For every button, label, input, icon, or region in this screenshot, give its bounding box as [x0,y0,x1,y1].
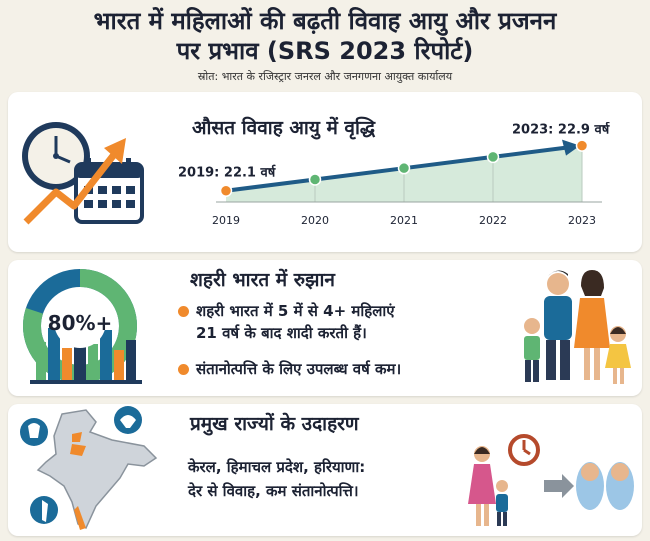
late-marriage-illustration [468,434,634,526]
clock-icon [22,122,90,190]
title-line-1: भारत में महिलाओं की बढ़ती विवाह आयु और प… [93,7,557,35]
chart-x-tick-label: 2021 [390,214,418,227]
chart-x-tick-label: 2022 [479,214,507,227]
urban-bullet-2: संतानोत्पत्ति के लिए उपलब्ध वर्ष कम। [178,358,401,380]
donut-percent-label: 80%+ [48,311,113,335]
marriage-age-chart: 2019 2020 2021 2022 2023 2019: 22.1 वर्ष 202… [178,122,610,227]
newborn-babies-icon [576,462,634,510]
chart-x-tick-label: 2019 [212,214,240,227]
bullet-1-line-2: 21 वर्ष के बाद शादी करती हैं। [196,324,367,342]
end-value-label: 2023: 22.9 वर्ष [512,122,610,138]
india-map-icon [20,406,158,530]
marriage-age-panel: औसत विवाह आयु में वृद्धि 2019 2020 2021 202… [8,92,642,252]
urban-bullet-1: शहरी भारत में 5 में से 4+ महिलाएं 21 वर्… [178,300,395,344]
chart-point [308,173,322,186]
states-heading: प्रमुख राज्यों के उदाहरण [190,413,359,435]
clock-calendar-icon [22,122,144,225]
arrow-right-icon [544,474,574,498]
bullet-2-text: संतानोत्पत्ति के लिए उपलब्ध वर्ष कम। [196,360,402,378]
chart-point [575,139,589,152]
page-title: भारत में महिलाओं की बढ़ती विवाह आयु और प… [0,6,650,66]
urban-donut: 80%+ [23,269,142,384]
rising-arrow-icon [23,138,126,225]
chart-point [486,150,500,164]
states-names: केरल, हिमाचल प्रदेश, हरियाणा: [188,458,366,476]
bullet-dot [178,364,189,375]
chart-x-tick-label: 2023 [568,214,596,227]
bullet-1-line-1: शहरी भारत में 5 में से 4+ महिलाएं [196,302,395,320]
chart-arrowhead [562,139,580,156]
stopwatch-icon [508,434,540,466]
marriage-age-heading: औसत विवाह आयु में वृद्धि [192,117,376,139]
mother-child-icon [468,446,508,526]
family-icon [524,270,631,384]
urban-heading: शहरी भारत में रुझान [190,269,335,291]
chart-x-tick-label: 2020 [301,214,329,227]
start-value-label: 2019: 22.1 वर्ष [178,165,276,181]
states-effect: देर से विवाह, कम संतानोत्पत्ति। [188,482,359,500]
chart-point [397,161,411,175]
source-note: स्रोत: भारत के रजिस्ट्रार जनरल और जनगणना… [197,70,453,83]
urban-panel: 80%+ शहरी भारत में रुझान शहरी भारत में 5… [8,260,642,396]
chart-point [219,184,233,197]
states-panel: प्रमुख राज्यों के उदाहरण केरल, हिमाचल प्… [8,404,642,536]
title-line-2: पर प्रभाव (SRS 2023 रिपोर्ट) [176,37,474,65]
bullet-dot [178,306,189,317]
